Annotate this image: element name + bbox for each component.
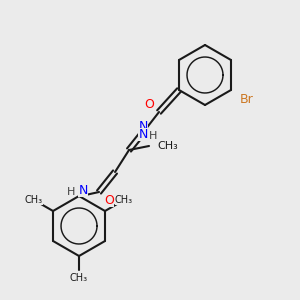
Text: CH₃: CH₃ bbox=[115, 195, 133, 205]
Text: CH₃: CH₃ bbox=[70, 273, 88, 283]
Text: N: N bbox=[138, 119, 148, 133]
Text: N: N bbox=[138, 128, 148, 140]
Text: O: O bbox=[104, 194, 114, 206]
Text: N: N bbox=[78, 184, 88, 196]
Text: H: H bbox=[67, 187, 75, 197]
Text: H: H bbox=[149, 131, 157, 141]
Text: CH₃: CH₃ bbox=[25, 195, 43, 205]
Text: Br: Br bbox=[240, 92, 254, 106]
Text: CH₃: CH₃ bbox=[157, 141, 178, 151]
Text: O: O bbox=[144, 98, 154, 110]
